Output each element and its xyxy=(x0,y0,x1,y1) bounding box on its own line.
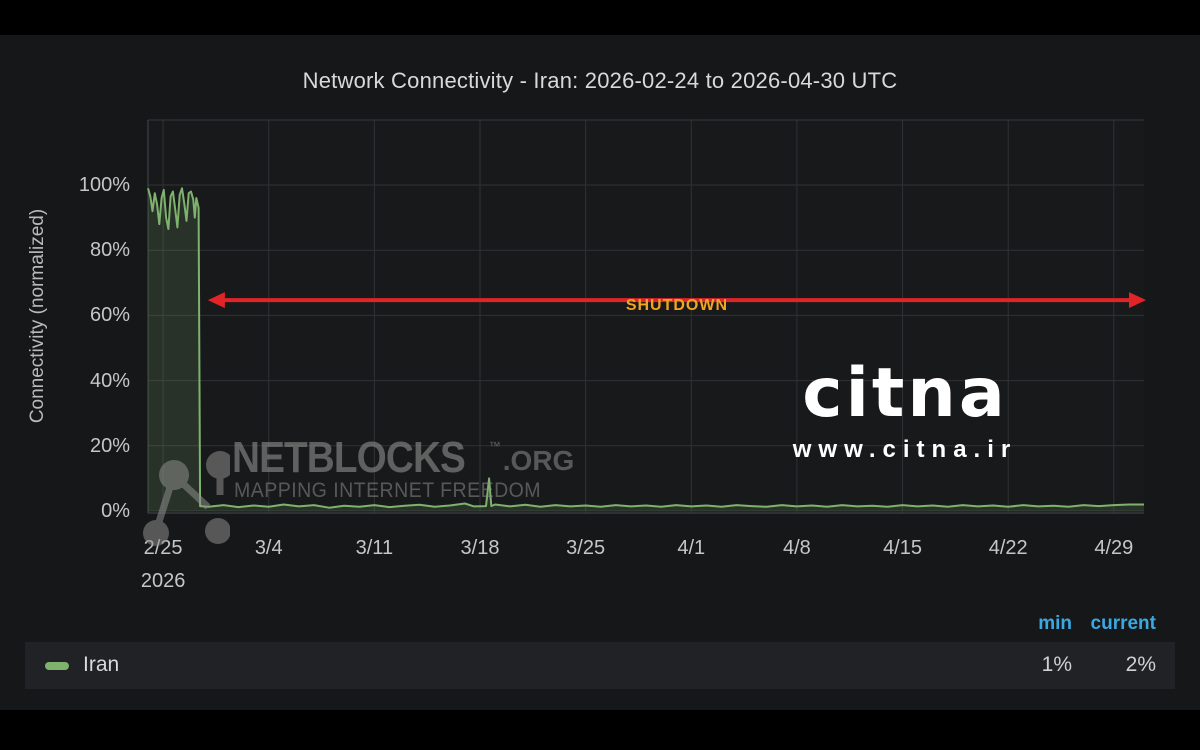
y-tick-label: 80% xyxy=(89,239,130,262)
legend-column-headers: min current xyxy=(0,613,1200,639)
legend-row-iran[interactable]: Iran 1% 2% xyxy=(25,642,1175,689)
legend-series-label[interactable]: Iran xyxy=(83,653,120,676)
connectivity-chart[interactable] xyxy=(0,35,1200,710)
netblocks-tagline: MAPPING INTERNET FREEDOM xyxy=(234,479,542,502)
y-tick-label: 40% xyxy=(89,369,130,392)
y-tick-label: 20% xyxy=(89,434,130,457)
letterbox-bottom xyxy=(0,710,1200,750)
netblocks-wordmark: NETBLOCKS ™.ORG xyxy=(232,433,580,483)
dashboard-panel: Network Connectivity - Iran: 2026-02-24 … xyxy=(0,35,1200,710)
trademark-symbol: ™ xyxy=(488,439,501,453)
citna-url: www.citna.ir xyxy=(792,436,1018,463)
shutdown-annotation-label: SHUTDOWN xyxy=(625,297,729,315)
netblocks-brand-text: NETBLOCKS xyxy=(232,433,466,482)
citna-logo-block: citna www.citna.ir xyxy=(755,360,1055,464)
x-tick-label: 3/18 xyxy=(460,537,500,559)
x-tick-label: 3/25 xyxy=(566,537,606,559)
shutdown-arrow-right-head xyxy=(1129,292,1146,309)
citna-logo: citna xyxy=(802,354,1008,433)
x-tick-label: 3/4 xyxy=(254,537,283,559)
shutdown-arrow-left-head xyxy=(207,292,225,309)
x-tick-label: 4/29 xyxy=(1094,537,1134,559)
legend-header-min[interactable]: min xyxy=(1038,613,1072,634)
y-tick-label: 0% xyxy=(101,500,130,522)
x-tick-label: 3/11 xyxy=(355,537,394,559)
netblocks-org-suffix: .ORG xyxy=(502,445,575,476)
x-tick-label: 4/22 xyxy=(988,537,1028,559)
x-tick-label: 4/15 xyxy=(883,537,922,559)
y-tick-label: 100% xyxy=(78,174,130,196)
panel-title: Network Connectivity - Iran: 2026-02-24 … xyxy=(302,68,898,93)
x-tick-label: 4/8 xyxy=(783,537,811,559)
netblocks-network-icon xyxy=(143,451,230,546)
legend-header-current[interactable]: current xyxy=(1090,613,1156,634)
x-axis-year-label: 2026 xyxy=(140,570,186,592)
legend-current-value: 2% xyxy=(1125,653,1156,676)
iran-series-line xyxy=(147,187,1144,509)
letterbox-top xyxy=(0,0,1200,35)
series-color-swatch xyxy=(45,662,69,670)
x-tick-label: 4/1 xyxy=(677,537,706,559)
y-tick-label: 60% xyxy=(89,304,130,327)
legend-min-value: 1% xyxy=(1041,653,1072,676)
